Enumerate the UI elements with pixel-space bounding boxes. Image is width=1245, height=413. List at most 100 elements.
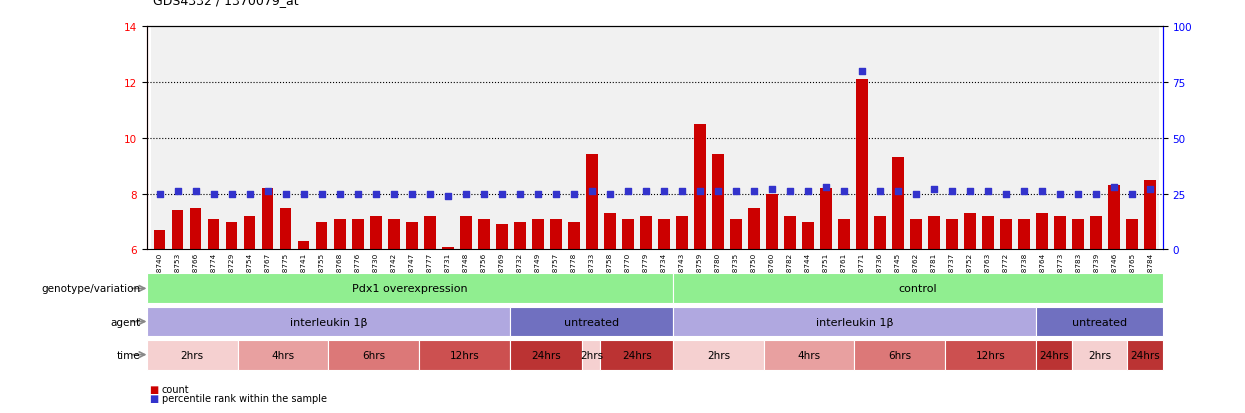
Point <box>564 191 584 197</box>
Point <box>852 68 871 75</box>
Bar <box>745 27 763 250</box>
Point <box>258 189 278 195</box>
Point <box>438 193 458 199</box>
Bar <box>835 27 853 250</box>
Point <box>149 191 169 197</box>
Point <box>1032 189 1052 195</box>
Point <box>383 191 403 197</box>
Text: percentile rank within the sample: percentile rank within the sample <box>162 393 327 403</box>
Bar <box>727 27 745 250</box>
Bar <box>459 216 472 250</box>
Point <box>996 191 1016 197</box>
Bar <box>1000 219 1012 250</box>
Bar <box>510 27 529 250</box>
Bar <box>370 216 381 250</box>
Point <box>366 191 386 197</box>
Bar <box>493 27 510 250</box>
Bar <box>331 27 349 250</box>
Bar <box>568 222 580 250</box>
Bar <box>259 27 276 250</box>
Bar <box>672 27 691 250</box>
Point <box>1015 189 1035 195</box>
Bar <box>496 225 508 250</box>
Bar <box>872 27 889 250</box>
Bar <box>514 222 525 250</box>
Bar <box>857 80 868 250</box>
Point <box>420 191 439 197</box>
Bar <box>604 214 616 250</box>
Bar <box>388 219 400 250</box>
Point <box>1068 191 1088 197</box>
Text: 2hrs: 2hrs <box>707 350 730 360</box>
Bar <box>457 27 474 250</box>
Bar <box>532 219 544 250</box>
Bar <box>1036 214 1048 250</box>
Bar <box>334 219 346 250</box>
Text: Pdx1 overexpression: Pdx1 overexpression <box>352 284 468 294</box>
Bar <box>893 158 904 250</box>
Bar <box>929 216 940 250</box>
Bar <box>659 219 670 250</box>
Bar <box>151 27 168 250</box>
Bar <box>1106 27 1123 250</box>
Text: control: control <box>899 284 937 294</box>
Bar <box>1142 27 1159 250</box>
Text: 2hrs: 2hrs <box>181 350 204 360</box>
Point <box>347 191 367 197</box>
Bar <box>925 27 942 250</box>
Bar <box>204 27 223 250</box>
Text: untreated: untreated <box>564 317 619 327</box>
Point <box>239 191 259 197</box>
Text: 4hrs: 4hrs <box>271 350 295 360</box>
Point <box>222 191 242 197</box>
Bar <box>1127 219 1138 250</box>
Bar <box>529 27 547 250</box>
Bar <box>982 216 994 250</box>
Bar <box>583 27 601 250</box>
Text: 2hrs: 2hrs <box>580 350 603 360</box>
Text: 12hrs: 12hrs <box>976 350 1006 360</box>
Point <box>870 189 890 195</box>
Bar <box>208 219 219 250</box>
Point <box>960 189 980 195</box>
Bar <box>766 194 778 250</box>
Bar <box>1072 219 1084 250</box>
Bar <box>781 27 799 250</box>
Point <box>528 191 548 197</box>
Bar <box>763 27 781 250</box>
Bar <box>640 216 651 250</box>
Point <box>1086 191 1106 197</box>
Bar <box>312 27 331 250</box>
Point <box>1140 186 1160 193</box>
Bar <box>1123 27 1142 250</box>
Bar <box>1018 219 1030 250</box>
Bar <box>550 219 561 250</box>
Bar <box>712 155 723 250</box>
Point <box>672 189 692 195</box>
Point <box>924 186 944 193</box>
Point <box>474 191 494 197</box>
Bar <box>979 27 997 250</box>
Bar <box>223 27 240 250</box>
Bar <box>802 222 814 250</box>
Point <box>942 189 962 195</box>
Point <box>1051 191 1071 197</box>
Bar <box>295 27 312 250</box>
Point <box>186 189 205 195</box>
Bar <box>910 219 921 250</box>
Text: 6hrs: 6hrs <box>888 350 911 360</box>
Point <box>330 191 350 197</box>
Bar <box>316 222 327 250</box>
Bar <box>817 27 835 250</box>
Point <box>492 191 512 197</box>
Point <box>906 191 926 197</box>
Point <box>781 189 801 195</box>
Bar <box>565 27 583 250</box>
Bar <box>423 216 436 250</box>
Bar <box>908 27 925 250</box>
Bar <box>622 219 634 250</box>
Point <box>275 191 295 197</box>
Point <box>545 191 565 197</box>
Text: interleukin 1β: interleukin 1β <box>815 317 893 327</box>
Bar <box>693 124 706 250</box>
